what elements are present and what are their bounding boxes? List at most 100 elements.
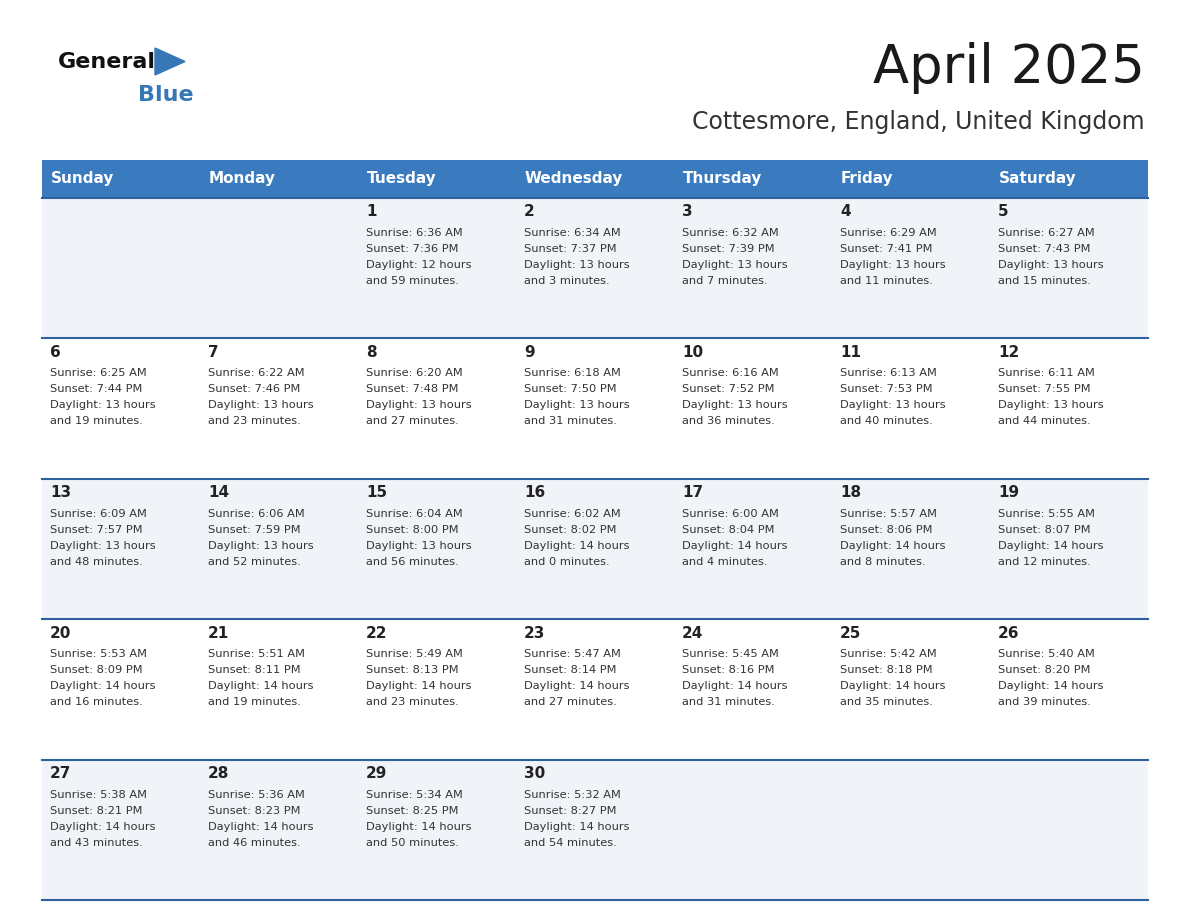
Text: and 36 minutes.: and 36 minutes. <box>682 417 775 426</box>
Text: and 46 minutes.: and 46 minutes. <box>208 837 301 847</box>
Text: Daylight: 13 hours: Daylight: 13 hours <box>50 400 156 410</box>
Text: Sunrise: 5:51 AM: Sunrise: 5:51 AM <box>208 649 305 659</box>
Text: Sunrise: 6:27 AM: Sunrise: 6:27 AM <box>998 228 1095 238</box>
Text: 25: 25 <box>840 626 861 641</box>
Text: Sunset: 7:48 PM: Sunset: 7:48 PM <box>366 385 459 395</box>
Text: Sunset: 7:39 PM: Sunset: 7:39 PM <box>682 244 775 254</box>
Text: Daylight: 13 hours: Daylight: 13 hours <box>840 400 946 410</box>
Text: and 59 minutes.: and 59 minutes. <box>366 276 459 286</box>
Text: Thursday: Thursday <box>683 172 763 186</box>
Text: Sunset: 8:21 PM: Sunset: 8:21 PM <box>50 806 143 815</box>
Text: Tuesday: Tuesday <box>367 172 437 186</box>
Text: Daylight: 13 hours: Daylight: 13 hours <box>840 260 946 270</box>
Text: and 43 minutes.: and 43 minutes. <box>50 837 143 847</box>
Text: Daylight: 14 hours: Daylight: 14 hours <box>524 822 630 832</box>
Text: Sunset: 8:14 PM: Sunset: 8:14 PM <box>524 666 617 676</box>
Text: 5: 5 <box>998 205 1009 219</box>
Text: 13: 13 <box>50 486 71 500</box>
Text: Cottesmore, England, United Kingdom: Cottesmore, England, United Kingdom <box>693 110 1145 134</box>
Text: Daylight: 13 hours: Daylight: 13 hours <box>524 400 630 410</box>
Text: Daylight: 14 hours: Daylight: 14 hours <box>50 681 156 691</box>
Text: Sunset: 8:25 PM: Sunset: 8:25 PM <box>366 806 459 815</box>
Text: Wednesday: Wednesday <box>525 172 624 186</box>
Text: Sunrise: 6:11 AM: Sunrise: 6:11 AM <box>998 368 1095 378</box>
Text: Daylight: 13 hours: Daylight: 13 hours <box>998 400 1104 410</box>
Text: Sunset: 7:44 PM: Sunset: 7:44 PM <box>50 385 143 395</box>
Text: Sunrise: 6:29 AM: Sunrise: 6:29 AM <box>840 228 937 238</box>
Text: and 19 minutes.: and 19 minutes. <box>208 697 301 707</box>
Text: Sunset: 8:09 PM: Sunset: 8:09 PM <box>50 666 143 676</box>
Text: Sunset: 7:52 PM: Sunset: 7:52 PM <box>682 385 775 395</box>
Text: Sunrise: 6:06 AM: Sunrise: 6:06 AM <box>208 509 305 519</box>
Text: Sunrise: 5:32 AM: Sunrise: 5:32 AM <box>524 789 621 800</box>
Text: Daylight: 13 hours: Daylight: 13 hours <box>998 260 1104 270</box>
Text: and 40 minutes.: and 40 minutes. <box>840 417 933 426</box>
Text: and 7 minutes.: and 7 minutes. <box>682 276 767 286</box>
Text: Sunrise: 6:36 AM: Sunrise: 6:36 AM <box>366 228 463 238</box>
Text: Daylight: 13 hours: Daylight: 13 hours <box>208 541 314 551</box>
Text: 12: 12 <box>998 345 1019 360</box>
Text: 16: 16 <box>524 486 545 500</box>
Text: 3: 3 <box>682 205 693 219</box>
Text: Monday: Monday <box>209 172 276 186</box>
Text: Daylight: 13 hours: Daylight: 13 hours <box>682 260 788 270</box>
Text: Sunrise: 5:38 AM: Sunrise: 5:38 AM <box>50 789 147 800</box>
Text: Sunset: 7:57 PM: Sunset: 7:57 PM <box>50 525 143 535</box>
Text: and 48 minutes.: and 48 minutes. <box>50 557 143 566</box>
Text: Daylight: 14 hours: Daylight: 14 hours <box>524 681 630 691</box>
Text: Sunrise: 6:16 AM: Sunrise: 6:16 AM <box>682 368 779 378</box>
Text: 17: 17 <box>682 486 703 500</box>
Text: Daylight: 14 hours: Daylight: 14 hours <box>840 681 946 691</box>
Text: Daylight: 14 hours: Daylight: 14 hours <box>682 541 788 551</box>
Text: Daylight: 12 hours: Daylight: 12 hours <box>366 260 472 270</box>
Text: and 16 minutes.: and 16 minutes. <box>50 697 143 707</box>
Text: 20: 20 <box>50 626 71 641</box>
Bar <box>42 620 1148 759</box>
Bar <box>42 339 1148 479</box>
Text: Sunrise: 6:20 AM: Sunrise: 6:20 AM <box>366 368 463 378</box>
Text: 30: 30 <box>524 767 545 781</box>
Text: Daylight: 14 hours: Daylight: 14 hours <box>682 681 788 691</box>
Text: Sunset: 7:50 PM: Sunset: 7:50 PM <box>524 385 617 395</box>
Bar <box>42 479 1148 620</box>
Text: Sunset: 8:00 PM: Sunset: 8:00 PM <box>366 525 459 535</box>
Text: Daylight: 14 hours: Daylight: 14 hours <box>998 681 1104 691</box>
Text: and 31 minutes.: and 31 minutes. <box>524 417 617 426</box>
Text: Daylight: 13 hours: Daylight: 13 hours <box>208 400 314 410</box>
Text: Sunrise: 5:36 AM: Sunrise: 5:36 AM <box>208 789 305 800</box>
Text: Sunset: 7:43 PM: Sunset: 7:43 PM <box>998 244 1091 254</box>
Text: Sunset: 8:20 PM: Sunset: 8:20 PM <box>998 666 1091 676</box>
Text: Daylight: 14 hours: Daylight: 14 hours <box>524 541 630 551</box>
Text: Sunset: 8:06 PM: Sunset: 8:06 PM <box>840 525 933 535</box>
Text: Sunrise: 6:13 AM: Sunrise: 6:13 AM <box>840 368 937 378</box>
Text: and 15 minutes.: and 15 minutes. <box>998 276 1091 286</box>
Text: General: General <box>58 52 156 72</box>
Text: 2: 2 <box>524 205 535 219</box>
Text: and 0 minutes.: and 0 minutes. <box>524 557 609 566</box>
Text: 4: 4 <box>840 205 851 219</box>
Text: 22: 22 <box>366 626 387 641</box>
Text: 18: 18 <box>840 486 861 500</box>
Text: Daylight: 13 hours: Daylight: 13 hours <box>366 400 472 410</box>
Text: Sunset: 7:46 PM: Sunset: 7:46 PM <box>208 385 301 395</box>
Text: Daylight: 14 hours: Daylight: 14 hours <box>208 681 314 691</box>
Text: Daylight: 13 hours: Daylight: 13 hours <box>366 541 472 551</box>
Text: Daylight: 13 hours: Daylight: 13 hours <box>682 400 788 410</box>
Text: Sunset: 7:37 PM: Sunset: 7:37 PM <box>524 244 617 254</box>
Text: Daylight: 14 hours: Daylight: 14 hours <box>840 541 946 551</box>
Text: Daylight: 13 hours: Daylight: 13 hours <box>524 260 630 270</box>
Text: and 44 minutes.: and 44 minutes. <box>998 417 1091 426</box>
Text: and 56 minutes.: and 56 minutes. <box>366 557 459 566</box>
Text: Sunset: 7:55 PM: Sunset: 7:55 PM <box>998 385 1091 395</box>
Text: 19: 19 <box>998 486 1019 500</box>
Text: and 35 minutes.: and 35 minutes. <box>840 697 933 707</box>
Text: 8: 8 <box>366 345 377 360</box>
Text: 7: 7 <box>208 345 219 360</box>
Text: and 3 minutes.: and 3 minutes. <box>524 276 609 286</box>
Text: Sunrise: 5:53 AM: Sunrise: 5:53 AM <box>50 649 147 659</box>
Text: Sunrise: 6:34 AM: Sunrise: 6:34 AM <box>524 228 621 238</box>
Text: April 2025: April 2025 <box>873 42 1145 94</box>
Text: and 50 minutes.: and 50 minutes. <box>366 837 459 847</box>
Text: 11: 11 <box>840 345 861 360</box>
Text: Sunrise: 5:55 AM: Sunrise: 5:55 AM <box>998 509 1095 519</box>
